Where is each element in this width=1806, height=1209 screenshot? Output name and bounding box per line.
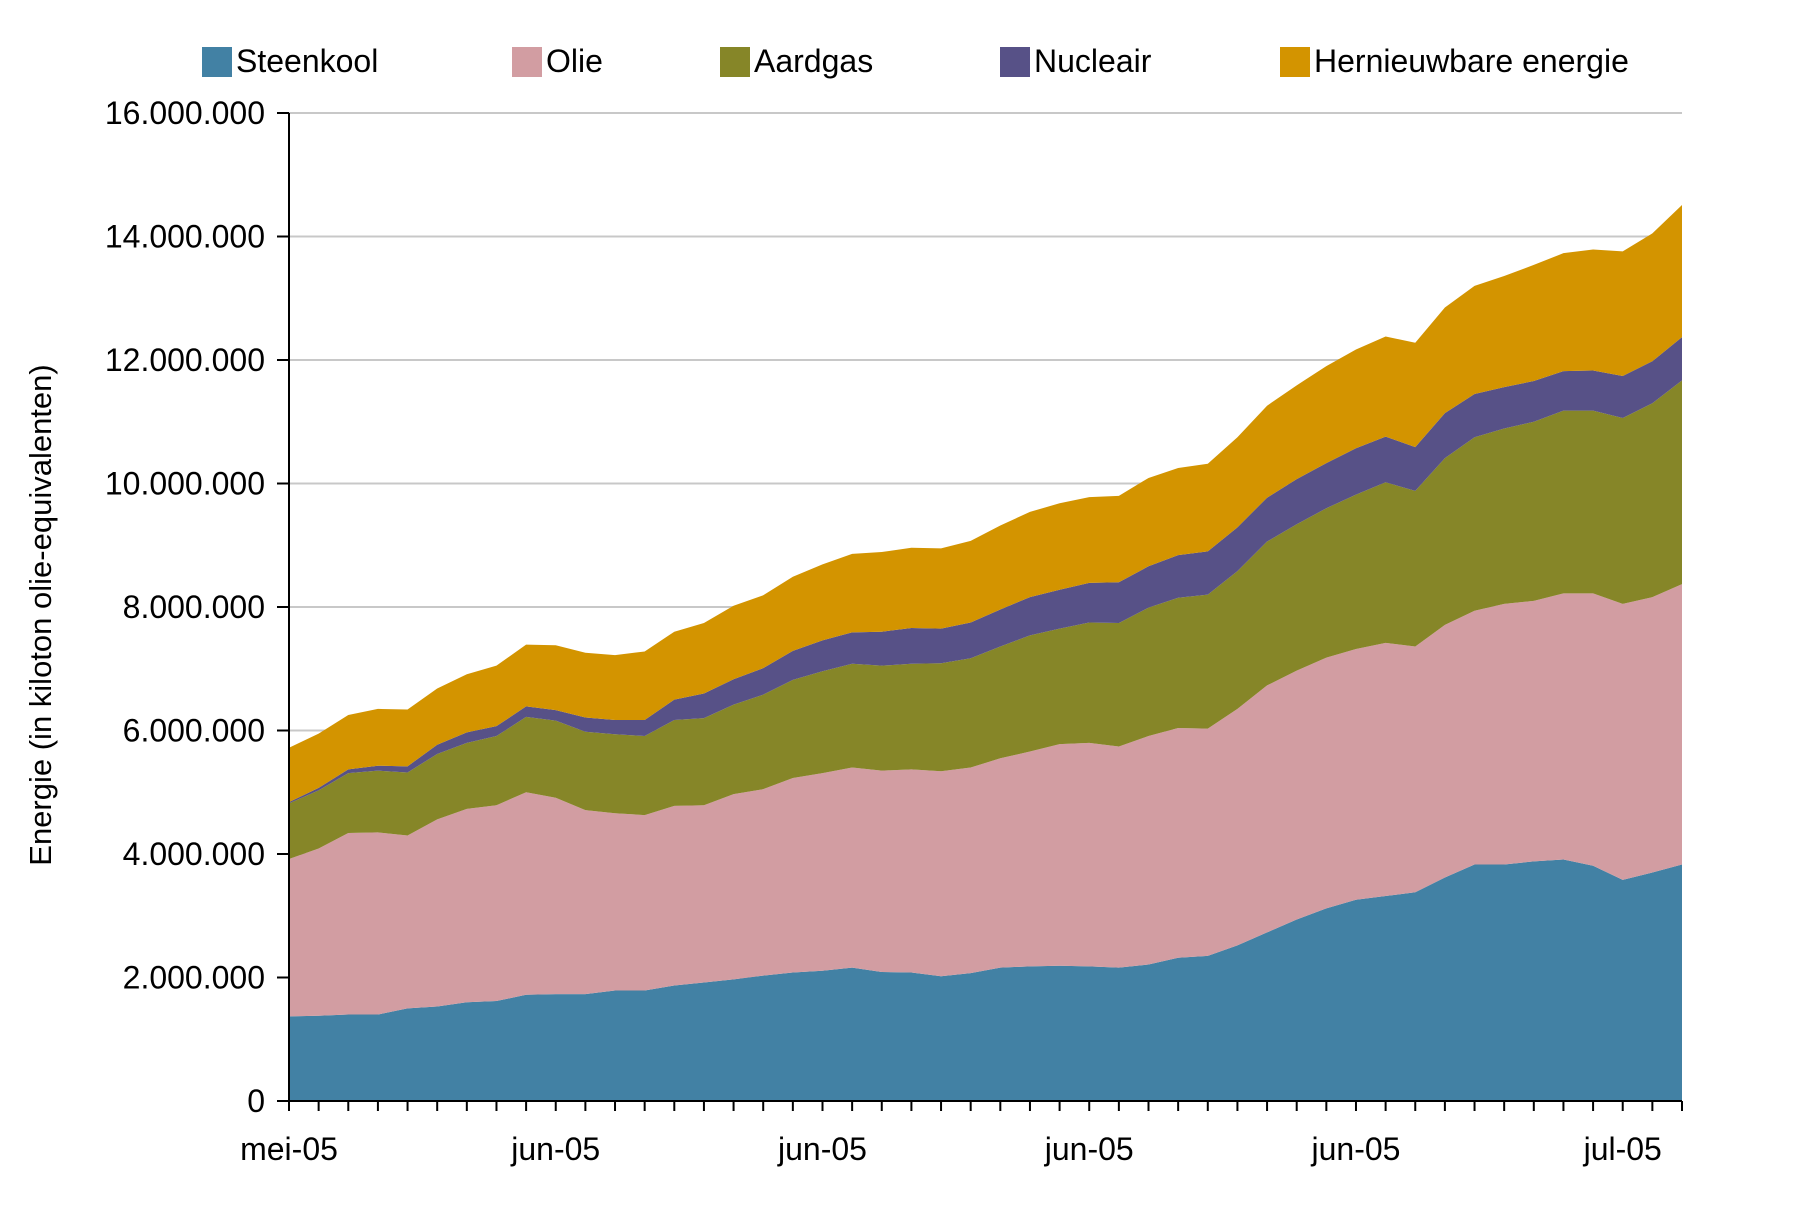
legend-swatch-steenkool <box>202 47 232 77</box>
area-series-steenkool <box>289 859 1682 1101</box>
x-tick-label-5: jul-05 <box>1583 1131 1662 1167</box>
y-tick-label-6: 12.000.000 <box>105 342 265 378</box>
legend-item-aardgas: Aardgas <box>720 43 873 79</box>
axes <box>277 112 1683 1111</box>
legend-label-olie: Olie <box>546 43 603 79</box>
area-series-aardgas <box>289 380 1682 859</box>
y-axis-title: Energie (in kiloton olie-equivalenten) <box>23 364 58 865</box>
legend-swatch-hernieuwbaar <box>1280 47 1310 77</box>
area-series-nucleair <box>289 337 1682 804</box>
legend-label-aardgas: Aardgas <box>754 43 873 79</box>
legend-swatch-olie <box>512 47 542 77</box>
legend-label-steenkool: Steenkool <box>236 43 378 79</box>
x-tick-labels: mei-05 jun-05 jun-05 jun-05 jun-05 jul-05 <box>240 1131 1662 1167</box>
x-tick-label-0: mei-05 <box>240 1131 338 1167</box>
legend-swatch-aardgas <box>720 47 750 77</box>
legend-item-hernieuwbaar: Hernieuwbare energie <box>1280 43 1629 79</box>
legend-label-hernieuwbaar: Hernieuwbare energie <box>1314 43 1629 79</box>
y-tick-label-2: 4.000.000 <box>123 836 265 872</box>
x-tick-label-4: jun-05 <box>1311 1131 1401 1167</box>
legend-item-steenkool: Steenkool <box>202 43 378 79</box>
x-tick-label-1: jun-05 <box>510 1131 600 1167</box>
y-tick-label-4: 8.000.000 <box>123 589 265 625</box>
y-tick-label-3: 6.000.000 <box>123 713 265 749</box>
area-series <box>289 205 1682 1101</box>
y-tick-label-0: 0 <box>247 1083 265 1119</box>
legend-label-nucleair: Nucleair <box>1034 43 1152 79</box>
legend: Steenkool Olie Aardgas Nucleair Hernieuwbare… <box>202 43 1629 79</box>
x-tick-label-3: jun-05 <box>1044 1131 1134 1167</box>
legend-item-olie: Olie <box>512 43 603 79</box>
legend-swatch-nucleair <box>1000 47 1030 77</box>
y-tick-label-7: 14.000.000 <box>105 219 265 255</box>
legend-item-nucleair: Nucleair <box>1000 43 1152 79</box>
area-series-olie <box>289 584 1682 1017</box>
area-series-hernieuwbaar <box>289 205 1682 803</box>
y-tick-label-1: 2.000.000 <box>123 960 265 996</box>
y-tick-labels: 0 2.000.000 4.000.000 6.000.000 8.000.000 10.… <box>105 95 265 1119</box>
y-tick-label-5: 10.000.000 <box>105 466 265 502</box>
x-tick-label-2: jun-05 <box>777 1131 867 1167</box>
y-tick-label-8: 16.000.000 <box>105 95 265 131</box>
